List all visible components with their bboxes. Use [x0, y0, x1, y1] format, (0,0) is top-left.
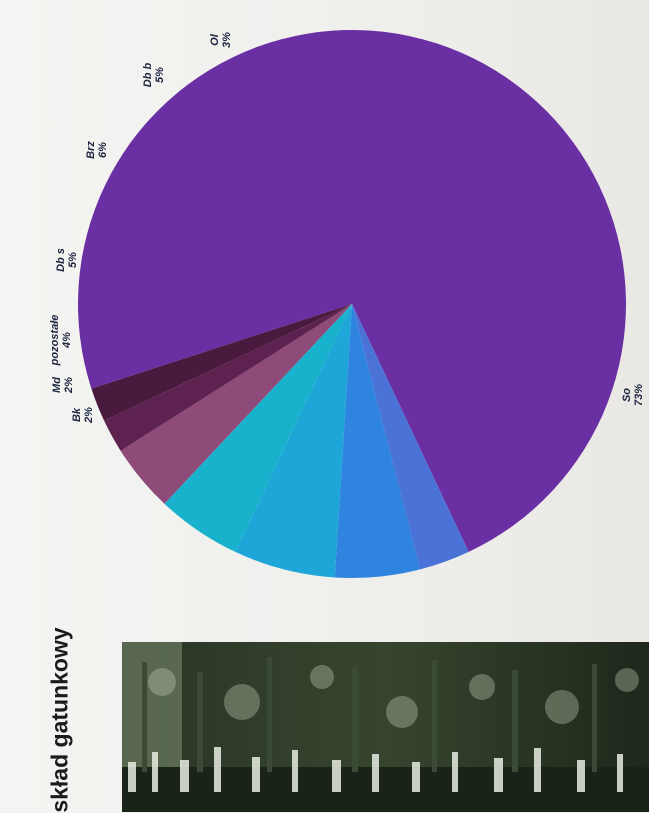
- pie-slice-ol: [352, 304, 469, 570]
- pie-label-value: 6%: [97, 142, 109, 158]
- pie-label-value: 2%: [63, 377, 75, 394]
- section-title: skład gatunkowy: [46, 627, 73, 813]
- pie-label-name: Md: [51, 377, 63, 393]
- pie-label-value: 2%: [83, 407, 95, 424]
- pie-label-pozostałe: pozostałe 4%: [49, 315, 73, 367]
- pie-label-value: 5%: [154, 67, 166, 83]
- pie-slice-db-b: [334, 304, 421, 578]
- forest-photo: [122, 642, 649, 812]
- pie-label-value: 5%: [67, 252, 79, 268]
- pie-label-db-s: Db s 5%: [55, 248, 79, 272]
- pie-slice-so: [77, 29, 626, 552]
- pie-label-name: Bk: [71, 407, 83, 422]
- pie-label-db-b: Db b 5%: [142, 63, 166, 88]
- pie-slice-db-s: [164, 304, 352, 552]
- pie-label-value: 4%: [61, 332, 73, 349]
- pie-label-bk: Bk 2%: [71, 407, 95, 424]
- pie-label-name: Ol: [209, 33, 221, 46]
- pie-label-name: Db s: [55, 248, 67, 272]
- pie-slice-bk: [91, 304, 352, 421]
- forest-photo-image: [122, 642, 649, 812]
- pie-slice-md: [104, 304, 352, 451]
- pie-label-value: 73%: [633, 384, 645, 406]
- pie-label-name: Brz: [85, 141, 97, 159]
- pie-label-name: So: [621, 388, 633, 402]
- pie-label-ol: Ol 3%: [209, 32, 233, 48]
- pie-label-value: 3%: [221, 32, 233, 48]
- pie-label-name: pozostałe: [49, 315, 61, 367]
- pie-label-so: So 73%: [621, 384, 645, 406]
- pie-slice-pozostałe: [120, 304, 353, 504]
- pie-label-md: Md 2%: [51, 377, 75, 394]
- pie-label-name: Db b: [142, 63, 154, 88]
- pie-label-brz: Brz 6%: [85, 141, 109, 159]
- pie-slice-brz: [235, 304, 352, 578]
